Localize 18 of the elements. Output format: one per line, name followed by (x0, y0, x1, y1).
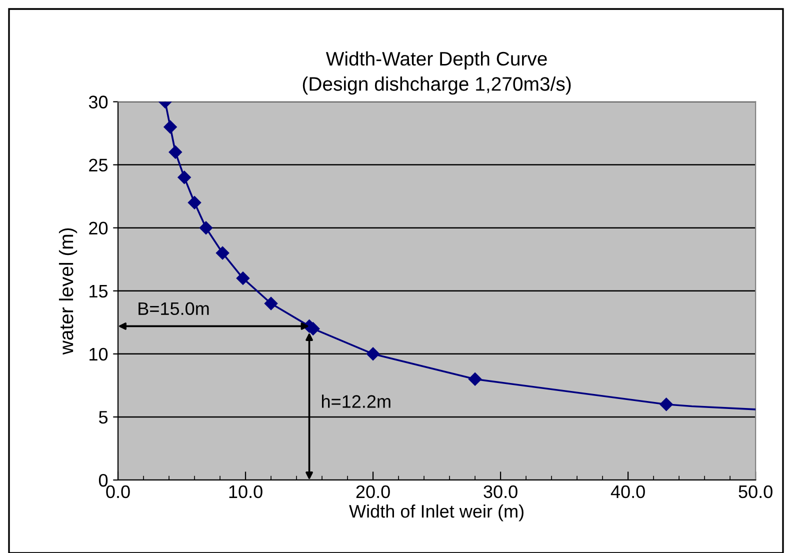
x-tick-label: 40.0 (610, 485, 645, 498)
x-tick-label: 30.0 (484, 485, 518, 498)
annotation: h=12.2m (322, 394, 390, 408)
x-tick-label: 20.0 (356, 485, 390, 498)
y-axis-title: water level (m) (58, 228, 78, 355)
x-axis-title: Width of Inlet weir (m) (349, 504, 524, 522)
y-tick-label: 25 (89, 158, 108, 172)
y-tick-label: 5 (98, 411, 108, 424)
y-tick-label: 30 (88, 96, 108, 108)
x-tick-label: 0.0 (106, 485, 130, 498)
y-tick-label: 15 (90, 285, 108, 298)
x-tick-label: 50.0 (738, 485, 772, 498)
y-tick-label: 10 (90, 348, 108, 361)
chart-title: Width-Water Depth Curve (Design dishcharge 1,270m3/s) (302, 51, 571, 95)
y-tick-label: 0 (98, 474, 108, 487)
y-tick-label: 20 (89, 222, 108, 235)
x-tick-label: 10.0 (229, 485, 262, 498)
annotation: B=15.0m (138, 302, 209, 316)
